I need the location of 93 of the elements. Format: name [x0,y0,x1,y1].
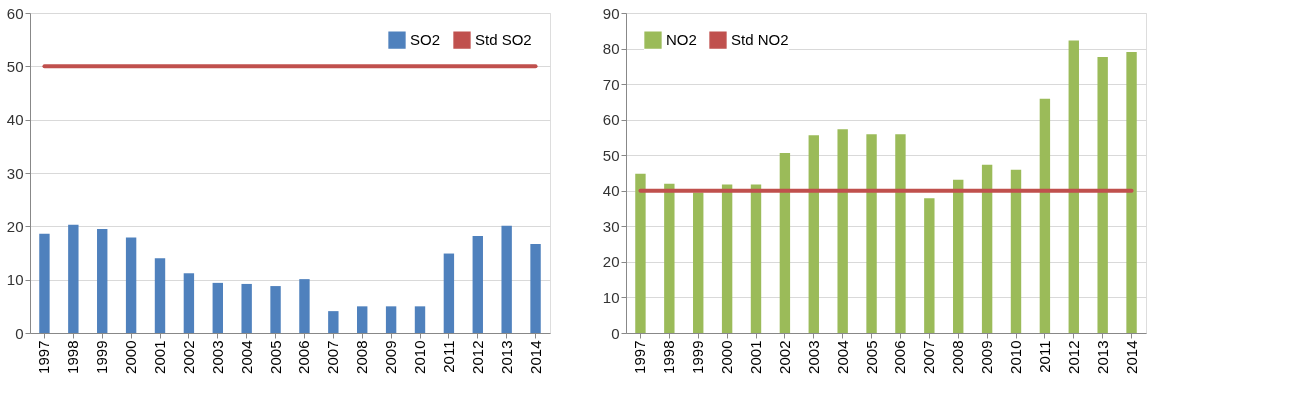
bar [779,153,791,333]
bar [1097,57,1108,333]
bar [39,233,50,333]
x-tick-label: 2005 [862,340,880,374]
bar [472,235,483,333]
x-tick-label: 2006 [295,340,313,374]
x-tick-label: 2009 [978,340,996,374]
x-tick-label: 2009 [382,340,400,374]
bar [895,134,906,333]
y-tick-label: 50 [602,146,620,164]
x-tick-label: 2003 [208,340,226,374]
y-tick-label: 70 [602,75,620,93]
bar [328,311,339,333]
legend-label: NO2 [666,31,697,49]
bar [750,184,762,333]
bar [1126,52,1137,333]
x-tick-label: 2000 [122,340,140,374]
x-tick-label: 2008 [353,340,371,374]
bar [1010,169,1022,333]
y-tick-label: 40 [602,182,620,200]
bar [501,225,512,333]
x-tick-label: 2005 [266,340,284,374]
y-tick-label: 30 [6,164,24,182]
bar [68,224,79,333]
y-tick-label: 40 [6,111,24,129]
y-tick-label: 90 [602,4,620,22]
x-tick-label: 2007 [324,340,342,374]
x-tick-label: 2012 [1064,340,1082,374]
bar [693,192,704,333]
x-tick-label: 2007 [920,340,938,374]
x-tick-label: 2003 [804,340,822,374]
x-tick-label: 2013 [1093,340,1111,374]
x-tick-label: 1999 [93,340,111,374]
bar [981,164,993,333]
legend-label: SO2 [410,31,441,49]
bar [97,229,108,333]
y-tick-label: 60 [602,111,620,129]
bar [1068,40,1079,333]
legend-label: Std SO2 [475,31,532,49]
x-tick-label: 2014 [526,340,544,374]
x-tick-label: 2004 [237,340,255,374]
y-tick-label: 20 [602,253,620,271]
x-tick-label: 1997 [35,340,53,374]
x-tick-label: 2010 [411,340,428,374]
y-tick-label: 10 [6,271,24,289]
bar [357,306,368,333]
bar [924,198,935,333]
y-tick-label: 20 [6,217,24,235]
bar [125,237,137,333]
y-tick-label: 60 [6,4,24,22]
bar [385,306,397,333]
bar [866,134,877,333]
x-tick-label: 2008 [949,340,967,374]
x-tick-label: 1998 [660,340,678,374]
x-tick-label: 2001 [747,340,764,374]
bar [443,253,455,333]
x-tick-label: 2014 [1122,340,1140,374]
x-tick-label: 1997 [631,340,649,374]
x-tick-label: 2012 [468,340,486,374]
bar [635,173,646,333]
bar [241,283,252,333]
bar [183,273,195,333]
x-tick-label: 2013 [497,340,515,374]
y-tick-label: 80 [602,40,620,58]
y-tick-label: 0 [611,324,620,342]
y-tick-label: 0 [15,324,24,342]
y-tick-label: 50 [6,57,24,75]
x-tick-label: 2004 [833,340,851,374]
y-tick-label: 30 [602,217,620,235]
bar [212,282,223,333]
bar [530,243,541,333]
bar [1039,98,1051,333]
x-tick-label: 2011 [439,340,457,373]
x-tick-label: 1998 [64,340,82,374]
bar [808,135,819,333]
bar [154,258,166,333]
bar [299,279,310,333]
bar [414,306,426,333]
bar [664,183,675,333]
x-tick-label: 2002 [179,340,197,374]
y-tick-label: 10 [602,288,620,306]
legend-label: Std NO2 [731,31,789,49]
bar [721,184,733,333]
x-tick-label: 2001 [151,340,168,374]
x-tick-label: 2011 [1035,340,1053,373]
bar [953,179,964,333]
x-tick-label: 2010 [1007,340,1024,374]
bar [270,286,281,333]
bar [837,129,848,333]
x-tick-label: 2000 [718,340,736,374]
x-tick-label: 2002 [775,340,793,374]
x-tick-label: 2006 [891,340,909,374]
x-tick-label: 1999 [689,340,707,374]
